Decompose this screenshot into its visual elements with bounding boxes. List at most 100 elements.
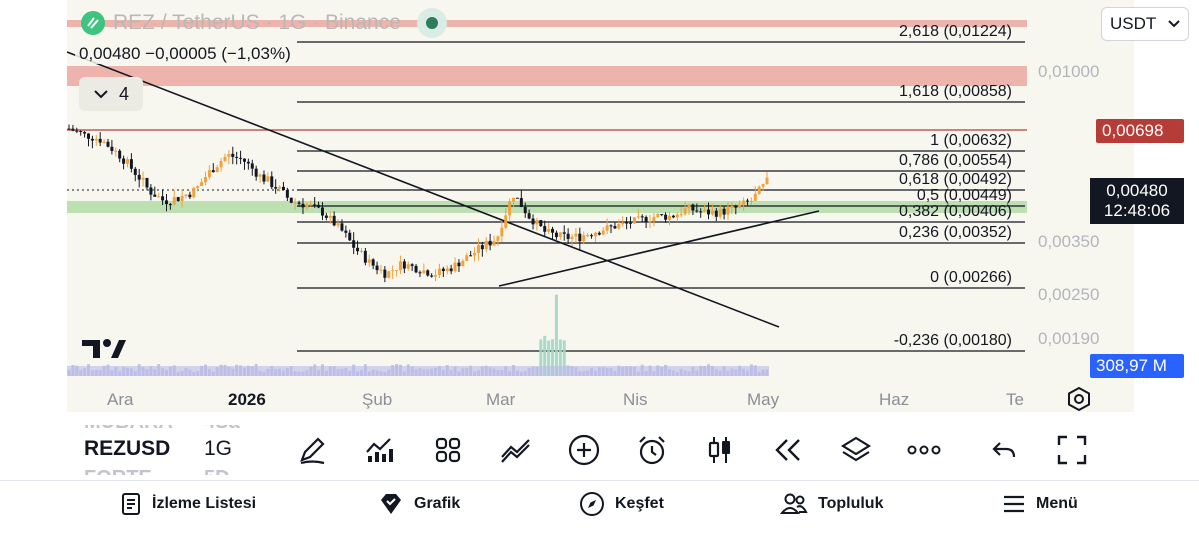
time-label: 2026 xyxy=(228,390,266,409)
candle-body xyxy=(223,156,227,162)
current-symbol[interactable]: REZUSD xyxy=(84,437,171,460)
chart-area[interactable]: 2,618 (0,01224) 1,618 (0,00858) 1 (0,00632… xyxy=(67,0,1134,412)
fib-level-label: 0,5 (0,00449) xyxy=(917,187,1012,204)
candle-body xyxy=(254,168,258,177)
candle-body xyxy=(383,269,387,278)
chart-type-button[interactable] xyxy=(700,430,740,470)
volume-bar xyxy=(551,339,555,376)
candle-body xyxy=(543,226,547,232)
currency-select[interactable]: USDT xyxy=(1101,7,1189,41)
current-timeframe[interactable]: 1G xyxy=(204,437,233,460)
volume-bar xyxy=(558,339,562,376)
candle-body xyxy=(231,153,235,157)
candle-body xyxy=(664,214,668,220)
candle-body xyxy=(297,202,301,204)
undo-button[interactable] xyxy=(984,430,1024,470)
time-label: Ara xyxy=(107,390,134,409)
candle-body xyxy=(457,262,461,267)
candle-body xyxy=(652,216,656,222)
uptrend-line xyxy=(498,210,820,287)
candle-body xyxy=(566,233,570,239)
candle-body xyxy=(757,186,761,194)
candle-body xyxy=(285,189,289,198)
candle-body xyxy=(586,235,590,237)
candle-body xyxy=(527,213,531,219)
candle-body xyxy=(449,268,453,272)
candle-body xyxy=(340,223,344,231)
symbol-header[interactable]: REZ / TetherUS · 1G · Binance xyxy=(81,8,447,38)
candle-body xyxy=(168,204,172,206)
candle-body xyxy=(164,200,168,205)
candle-body xyxy=(679,214,683,216)
tradingview-logo-icon xyxy=(82,339,126,358)
layers-button[interactable] xyxy=(836,430,876,470)
symbol-picker[interactable]: MUBARA 4Sa REZUSD 1G FORTE 5D xyxy=(84,425,254,475)
candle-body xyxy=(118,150,122,159)
nav-community[interactable]: Topluluk xyxy=(780,481,883,527)
candle-body xyxy=(554,232,558,238)
pen-icon xyxy=(300,437,325,465)
nav-watchlist[interactable]: İzleme Listesi xyxy=(120,481,256,527)
chart-settings-button[interactable] xyxy=(1066,386,1092,412)
nav-explore[interactable]: Keşfet xyxy=(579,481,664,527)
candle-body xyxy=(239,157,243,159)
indicators-button[interactable] xyxy=(359,430,399,470)
candle-body xyxy=(180,196,184,202)
candle-body xyxy=(149,187,153,195)
volume-bar xyxy=(543,335,547,376)
candle-body xyxy=(379,269,383,271)
candle-body xyxy=(473,253,477,256)
candle-body xyxy=(278,186,282,189)
plus-circle-icon xyxy=(568,434,600,466)
volume-bar xyxy=(539,339,543,376)
candle-body xyxy=(718,208,722,217)
fullscreen-button[interactable] xyxy=(1052,430,1092,470)
downtrend-line xyxy=(67,51,780,328)
drawing-tools-button[interactable] xyxy=(292,430,332,470)
candle-body xyxy=(597,232,601,235)
candle-body xyxy=(129,159,133,169)
candle-body xyxy=(453,262,457,272)
fib-level-label: 0,382 (0,00406) xyxy=(899,203,1012,220)
more-button[interactable] xyxy=(904,430,944,470)
settings-hexagon-icon xyxy=(1068,386,1090,412)
symbol-title: REZ / TetherUS · 1G · Binance xyxy=(113,11,401,34)
candle-body xyxy=(621,222,625,225)
candle-body xyxy=(371,259,375,266)
candle-body xyxy=(551,228,555,233)
nav-label: Topluluk xyxy=(818,495,884,512)
candle-body xyxy=(742,200,746,205)
chart-canvas[interactable]: 2,618 (0,01224) 1,618 (0,00858) 1 (0,00632… xyxy=(67,0,1134,412)
candle-body xyxy=(367,259,371,263)
candle-body xyxy=(753,193,757,201)
market-status-icon xyxy=(416,8,447,38)
candle-body xyxy=(196,186,200,188)
layouts-button[interactable] xyxy=(428,430,468,470)
candle-body xyxy=(359,250,363,252)
candle-body xyxy=(434,274,438,277)
candle-body xyxy=(270,176,274,188)
replay-button[interactable] xyxy=(768,430,808,470)
candle-body xyxy=(512,197,516,202)
red-level-badge: 0,00698 xyxy=(1096,119,1184,143)
candle-body xyxy=(765,177,769,184)
add-button[interactable] xyxy=(564,430,604,470)
candle-body xyxy=(746,200,750,202)
list-icon xyxy=(122,493,140,515)
rewind-icon xyxy=(775,439,800,461)
volume-bar xyxy=(554,294,558,376)
candle-body xyxy=(539,220,543,227)
indicators-toggle-button[interactable]: 4 xyxy=(79,77,143,111)
candle-body xyxy=(309,204,313,206)
compare-button[interactable] xyxy=(496,430,536,470)
alert-button[interactable] xyxy=(632,430,672,470)
nav-chart[interactable]: Grafik xyxy=(378,481,460,527)
candle-body xyxy=(703,209,707,212)
candle-body xyxy=(648,221,652,223)
nav-menu[interactable]: Menü xyxy=(1002,481,1078,527)
candle-body xyxy=(640,216,644,218)
candle-body xyxy=(578,233,582,242)
candle-body xyxy=(699,211,703,213)
candle-body xyxy=(714,210,718,217)
